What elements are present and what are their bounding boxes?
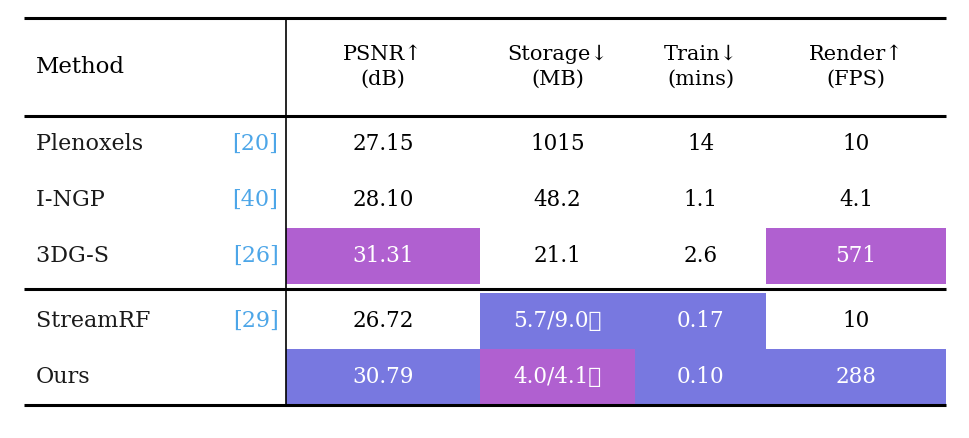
Text: 0.10: 0.10 — [676, 366, 724, 388]
Text: I-NGP: I-NGP — [36, 189, 111, 211]
Bar — [286, 349, 480, 405]
Bar — [635, 349, 766, 405]
Text: StreamRF: StreamRF — [36, 310, 157, 332]
Text: 1.1: 1.1 — [683, 189, 717, 211]
Text: 2.6: 2.6 — [683, 245, 717, 267]
Text: 31.31: 31.31 — [352, 245, 414, 267]
Text: 571: 571 — [834, 245, 876, 267]
Text: Render↑
(FPS): Render↑ (FPS) — [808, 45, 902, 89]
Text: 28.10: 28.10 — [352, 189, 414, 211]
Text: Ours: Ours — [36, 366, 90, 388]
Bar — [766, 228, 945, 284]
Text: 1015: 1015 — [530, 133, 584, 155]
Text: [29]: [29] — [233, 310, 278, 332]
Text: 10: 10 — [841, 310, 869, 332]
Text: 48.2: 48.2 — [533, 189, 581, 211]
Text: [40]: [40] — [233, 189, 278, 211]
Text: 288: 288 — [834, 366, 876, 388]
Text: 26.72: 26.72 — [352, 310, 414, 332]
Bar — [766, 349, 945, 405]
Text: 14: 14 — [686, 133, 714, 155]
Text: 5.7/9.0★: 5.7/9.0★ — [513, 310, 602, 332]
Text: Storage↓
(MB): Storage↓ (MB) — [507, 45, 608, 89]
Text: 4.1: 4.1 — [838, 189, 872, 211]
Text: 21.1: 21.1 — [533, 245, 581, 267]
Text: 4.0/4.1★: 4.0/4.1★ — [514, 366, 601, 388]
Text: Plenoxels: Plenoxels — [36, 133, 150, 155]
Text: 30.79: 30.79 — [352, 366, 414, 388]
Text: Train↓
(mins): Train↓ (mins) — [663, 45, 737, 89]
Bar — [286, 228, 480, 284]
Text: 10: 10 — [841, 133, 869, 155]
Text: 27.15: 27.15 — [352, 133, 414, 155]
Text: Method: Method — [36, 56, 125, 78]
Bar — [480, 293, 635, 349]
Bar — [635, 293, 766, 349]
Text: [20]: [20] — [233, 133, 278, 155]
Bar — [480, 349, 635, 405]
Text: [26]: [26] — [233, 245, 278, 267]
Text: 3DG-S: 3DG-S — [36, 245, 116, 267]
Text: PSNR↑
(dB): PSNR↑ (dB) — [343, 45, 422, 89]
Text: 0.17: 0.17 — [676, 310, 724, 332]
